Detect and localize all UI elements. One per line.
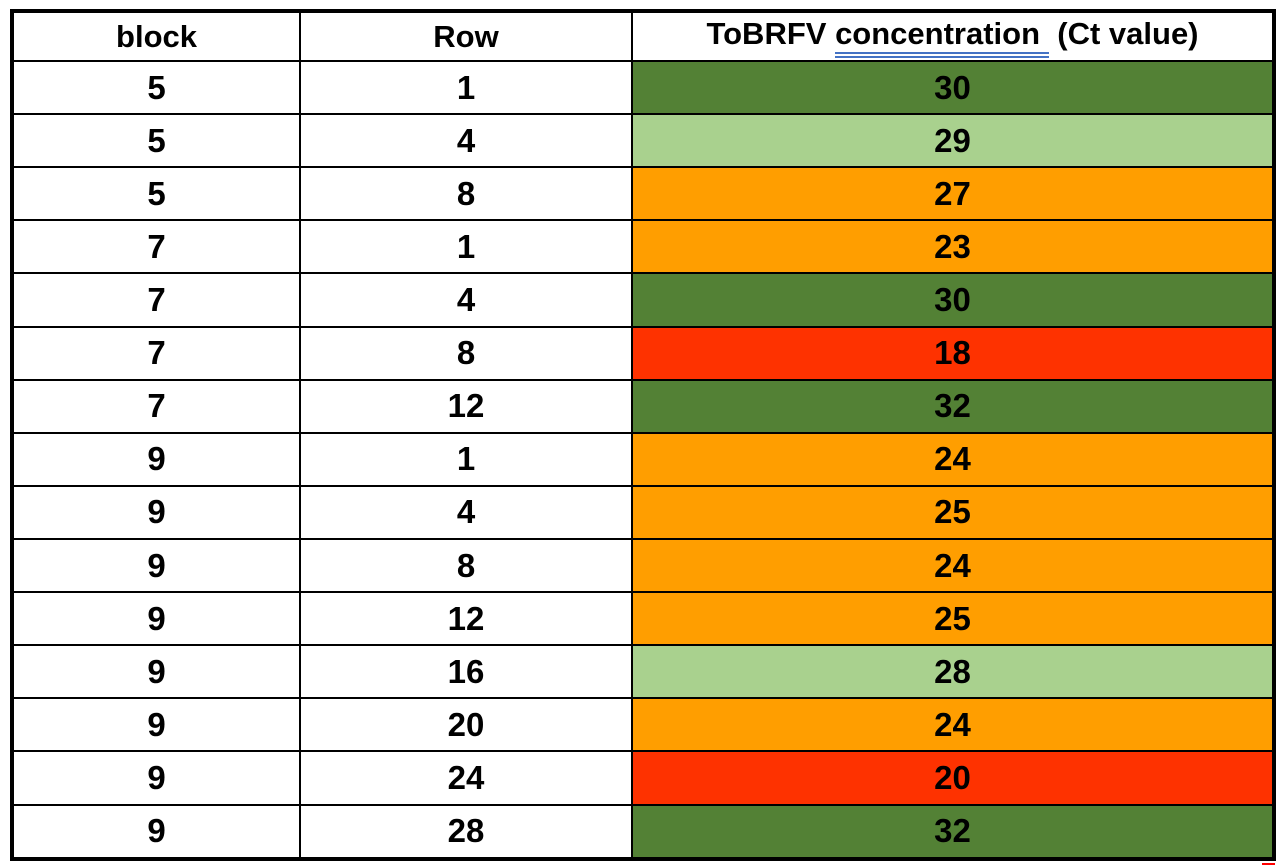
table-row: 9 12 25 — [11, 591, 1275, 647]
ct-cell: 30 — [631, 59, 1275, 116]
block-cell: 9 — [11, 644, 301, 700]
row-cell: 12 — [299, 378, 633, 434]
block-cell: 5 — [11, 166, 301, 222]
ct-cell: 18 — [631, 325, 1275, 381]
ct-cell: 32 — [631, 803, 1275, 861]
table-row: 9 4 25 — [11, 484, 1275, 540]
ct-cell: 25 — [631, 591, 1275, 647]
block-cell: 7 — [11, 378, 301, 434]
ct-header-prefix: ToBRFV — [706, 15, 836, 51]
ct-cell: 24 — [631, 697, 1275, 753]
block-cell: 9 — [11, 431, 301, 487]
row-cell: 8 — [299, 537, 633, 594]
table-row: 9 20 24 — [11, 697, 1275, 753]
block-cell: 9 — [11, 537, 301, 594]
table-row: 9 24 20 — [11, 750, 1275, 806]
row-cell: 1 — [299, 59, 633, 116]
ct-cell: 32 — [631, 378, 1275, 434]
table-row: 9 16 28 — [11, 644, 1275, 700]
ct-cell: 24 — [631, 537, 1275, 594]
block-cell: 9 — [11, 803, 301, 861]
table-row: 5 4 29 — [11, 113, 1275, 169]
row-cell: 4 — [299, 113, 633, 169]
block-cell: 5 — [11, 59, 301, 116]
row-cell: 4 — [299, 484, 633, 540]
ct-header-suffix: (Ct value) — [1048, 15, 1199, 51]
block-column-header: block — [11, 10, 301, 62]
row-cell: 24 — [299, 750, 633, 806]
block-cell: 9 — [11, 591, 301, 647]
table-row: 7 12 32 — [11, 378, 1275, 434]
header-row: block Row ToBRFV concentration (Ct value… — [11, 10, 1275, 865]
row-column-header: Row — [299, 10, 633, 62]
ct-cell: 23 — [631, 219, 1275, 275]
ct-cell: 29 — [631, 113, 1275, 169]
row-cell: 28 — [299, 803, 633, 861]
ct-header-underlined-word: concentration — [835, 16, 1049, 58]
table-row: 5 1 30 — [11, 59, 1275, 116]
row-cell: 4 — [299, 272, 633, 328]
table-row: 7 1 23 — [11, 219, 1275, 275]
table-row: 9 1 24 — [11, 431, 1275, 487]
ct-cell: 28 — [631, 644, 1275, 700]
row-cell: 1 — [299, 431, 633, 487]
row-cell: 16 — [299, 644, 633, 700]
row-cell: 8 — [299, 325, 633, 381]
ct-cell: 25 — [631, 484, 1275, 540]
row-cell: 8 — [299, 166, 633, 222]
ct-cell: 27 — [631, 166, 1275, 222]
block-cell: 7 — [11, 272, 301, 328]
ct-cell: 24 — [631, 431, 1275, 487]
table-header: block Row ToBRFV concentration (Ct value… — [11, 10, 1275, 865]
ct-cell: 20 — [631, 750, 1275, 806]
table-row: 7 8 18 — [11, 325, 1275, 381]
block-cell: 9 — [11, 750, 301, 806]
table-row: 5 8 27 — [11, 166, 1275, 222]
table-row: 9 8 24 — [11, 537, 1275, 594]
block-cell: 9 — [11, 484, 301, 540]
ct-cell: 30 — [631, 272, 1275, 328]
row-cell: 1 — [299, 219, 633, 275]
table-row: 9 28 32 — [11, 803, 1275, 861]
block-cell: 7 — [11, 219, 301, 275]
table-body: 5 1 30 5 4 29 5 8 27 7 1 23 7 4 30 7 8 1… — [11, 59, 1275, 861]
ct-column-header: ToBRFV concentration (Ct value) — [631, 10, 1275, 865]
row-cell: 12 — [299, 591, 633, 647]
data-table: block Row ToBRFV concentration (Ct value… — [10, 9, 1276, 865]
table-row: 7 4 30 — [11, 272, 1275, 328]
block-cell: 5 — [11, 113, 301, 169]
block-cell: 9 — [11, 697, 301, 753]
row-cell: 20 — [299, 697, 633, 753]
block-cell: 7 — [11, 325, 301, 381]
